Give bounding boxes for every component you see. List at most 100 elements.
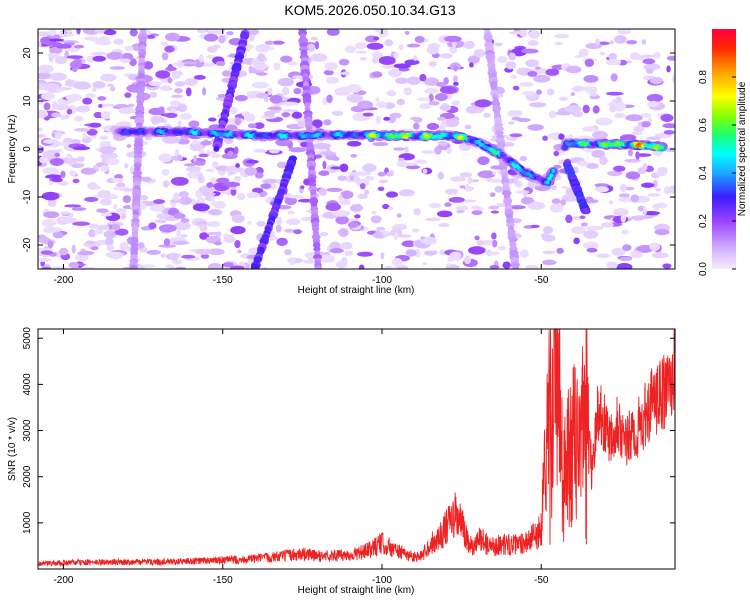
noise-speckle bbox=[72, 146, 91, 151]
noise-speckle bbox=[585, 163, 599, 170]
noise-speckle bbox=[96, 208, 109, 213]
noise-speckle bbox=[77, 250, 95, 256]
noise-speckle bbox=[94, 29, 105, 34]
noise-speckle bbox=[592, 130, 608, 140]
colorbar-tick-label: 0.8 bbox=[698, 70, 709, 84]
noise-speckle bbox=[445, 118, 460, 128]
noise-speckle bbox=[66, 29, 72, 34]
noise-speckle bbox=[471, 205, 481, 210]
noise-speckle bbox=[49, 38, 64, 42]
noise-speckle bbox=[326, 94, 333, 104]
noise-speckle bbox=[206, 54, 216, 59]
noise-speckle bbox=[609, 40, 614, 45]
noise-speckle bbox=[72, 221, 91, 226]
noise-speckle bbox=[267, 106, 282, 111]
noise-speckle bbox=[177, 138, 190, 145]
noise-speckle bbox=[393, 147, 406, 151]
noise-speckle bbox=[632, 215, 644, 221]
noise-speckle bbox=[505, 134, 511, 141]
noise-speckle bbox=[448, 196, 465, 203]
noise-speckle bbox=[605, 58, 622, 66]
noise-speckle bbox=[206, 231, 220, 236]
noise-speckle bbox=[642, 163, 648, 171]
noise-speckle bbox=[111, 177, 124, 183]
noise-speckle bbox=[489, 265, 500, 269]
noise-speckle bbox=[121, 213, 127, 220]
noise-speckle bbox=[584, 149, 594, 153]
noise-speckle bbox=[509, 178, 515, 184]
noise-speckle bbox=[439, 249, 446, 256]
noise-speckle bbox=[372, 141, 389, 147]
noise-speckle bbox=[244, 166, 258, 176]
noise-speckle bbox=[494, 185, 503, 193]
noise-speckle bbox=[47, 52, 60, 58]
noise-speckle bbox=[366, 42, 384, 50]
noise-speckle bbox=[645, 67, 654, 74]
noise-speckle bbox=[179, 113, 192, 120]
noise-speckle bbox=[148, 222, 157, 230]
noise-speckle bbox=[41, 219, 57, 227]
noise-speckle bbox=[653, 52, 661, 59]
noise-speckle bbox=[570, 92, 576, 96]
noise-speckle bbox=[199, 223, 208, 232]
noise-speckle bbox=[169, 199, 185, 203]
noise-speckle bbox=[346, 93, 363, 103]
noise-speckle bbox=[281, 86, 290, 96]
noise-speckle bbox=[618, 256, 633, 262]
noise-speckle bbox=[296, 120, 305, 128]
noise-speckle bbox=[260, 183, 272, 189]
diagonal-streak bbox=[495, 130, 504, 136]
noise-speckle bbox=[595, 117, 613, 126]
noise-speckle bbox=[496, 56, 508, 64]
noise-speckle bbox=[362, 163, 377, 173]
diagonal-streak bbox=[490, 89, 500, 97]
noise-speckle bbox=[583, 74, 599, 83]
noise-speckle bbox=[69, 139, 81, 144]
y-tick-label: 3000 bbox=[22, 419, 33, 442]
noise-speckle bbox=[195, 248, 212, 255]
noise-speckle bbox=[100, 73, 117, 82]
noise-speckle bbox=[65, 78, 74, 87]
noise-speckle bbox=[141, 264, 156, 268]
noise-speckle bbox=[554, 41, 564, 46]
noise-speckle bbox=[584, 199, 599, 204]
noise-speckle bbox=[86, 55, 96, 63]
noise-speckle bbox=[471, 210, 483, 216]
colorbar-tick-label: 0.0 bbox=[698, 262, 709, 276]
noise-speckle bbox=[414, 35, 425, 44]
noise-speckle bbox=[267, 87, 273, 96]
noise-speckle bbox=[492, 171, 497, 176]
noise-speckle bbox=[465, 105, 478, 114]
noise-speckle bbox=[277, 77, 294, 87]
noise-speckle bbox=[542, 135, 548, 141]
noise-speckle bbox=[310, 53, 328, 62]
noise-speckle bbox=[269, 149, 280, 154]
noise-speckle bbox=[443, 35, 462, 43]
noise-speckle bbox=[463, 40, 475, 50]
noise-speckle bbox=[640, 113, 652, 118]
noise-speckle bbox=[221, 153, 238, 160]
noise-speckle bbox=[106, 51, 124, 60]
noise-speckle bbox=[143, 61, 154, 70]
noise-speckle bbox=[375, 101, 388, 108]
noise-speckle bbox=[354, 214, 361, 219]
noise-speckle bbox=[559, 96, 568, 101]
noise-speckle bbox=[387, 206, 394, 211]
noise-speckle bbox=[340, 71, 351, 76]
noise-speckle bbox=[413, 122, 420, 130]
noise-speckle bbox=[404, 146, 409, 153]
noise-speckle bbox=[450, 176, 467, 182]
noise-speckle bbox=[160, 42, 169, 46]
noise-speckle bbox=[87, 182, 98, 190]
noise-speckle bbox=[217, 93, 227, 98]
noise-speckle bbox=[449, 251, 462, 260]
noise-speckle bbox=[40, 266, 52, 269]
noise-speckle bbox=[332, 210, 351, 217]
noise-speckle bbox=[486, 251, 500, 256]
noise-speckle bbox=[38, 72, 53, 80]
noise-speckle bbox=[200, 253, 210, 259]
noise-speckle bbox=[393, 51, 400, 59]
noise-speckle bbox=[323, 69, 334, 76]
ridge-mark bbox=[547, 176, 552, 181]
noise-speckle bbox=[471, 179, 479, 183]
